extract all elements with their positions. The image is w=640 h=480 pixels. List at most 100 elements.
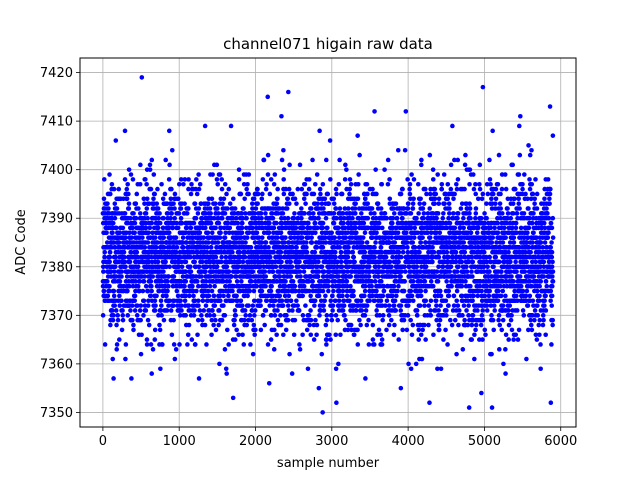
data-point — [454, 288, 460, 294]
data-point — [272, 172, 278, 177]
data-point — [201, 293, 206, 299]
data-point — [157, 211, 162, 216]
data-point — [166, 230, 172, 236]
data-point — [240, 220, 245, 226]
data-point — [108, 191, 113, 197]
data-point — [194, 191, 200, 197]
data-point — [285, 196, 291, 202]
data-point — [243, 240, 248, 245]
data-point — [234, 215, 239, 221]
data-point — [422, 279, 428, 284]
data-point — [148, 342, 154, 347]
data-point — [336, 298, 342, 304]
data-point — [266, 230, 272, 236]
data-point — [473, 322, 479, 328]
data-point — [184, 225, 190, 231]
data-point — [112, 269, 117, 274]
data-point — [252, 332, 257, 338]
data-point — [178, 206, 184, 211]
data-point — [195, 279, 200, 284]
data-point — [218, 225, 224, 231]
data-point — [465, 322, 471, 328]
data-point — [188, 225, 194, 231]
data-point — [467, 201, 472, 206]
data-point — [268, 337, 274, 342]
data-point — [304, 249, 310, 255]
data-point — [472, 332, 477, 338]
data-point — [110, 317, 116, 323]
data-point — [226, 186, 232, 192]
data-point — [124, 196, 130, 202]
data-point — [133, 215, 139, 221]
data-point — [263, 308, 269, 313]
data-point — [354, 230, 359, 236]
data-point — [386, 313, 392, 318]
data-point — [161, 215, 166, 221]
data-point — [281, 167, 287, 172]
data-point — [272, 298, 278, 304]
data-point — [137, 288, 142, 294]
data-point — [165, 279, 170, 284]
data-point — [449, 283, 454, 289]
data-point — [236, 332, 241, 338]
data-point — [268, 288, 274, 294]
data-point — [235, 298, 240, 304]
data-point — [281, 147, 286, 153]
data-point — [275, 317, 281, 323]
data-point — [254, 230, 260, 236]
data-point — [169, 147, 175, 153]
data-point — [444, 313, 449, 318]
data-point — [274, 332, 279, 338]
data-point — [355, 133, 360, 138]
data-point — [269, 283, 274, 289]
data-point — [448, 186, 454, 192]
data-point — [144, 337, 150, 342]
data-point — [434, 215, 439, 221]
data-point — [407, 186, 412, 192]
data-point — [219, 177, 225, 182]
data-point — [149, 157, 155, 163]
data-point — [250, 351, 256, 357]
data-point — [297, 347, 303, 352]
data-point — [306, 313, 312, 318]
data-point — [321, 303, 326, 308]
data-point — [456, 264, 461, 270]
data-point — [332, 249, 338, 255]
data-point — [407, 181, 413, 187]
data-point — [209, 288, 215, 294]
data-point — [362, 249, 368, 255]
data-point — [112, 245, 118, 250]
data-point — [247, 313, 253, 318]
data-point — [358, 322, 363, 328]
data-point — [464, 269, 470, 274]
data-point — [478, 215, 484, 221]
data-point — [145, 215, 150, 221]
data-point — [182, 298, 188, 304]
data-point — [447, 220, 453, 226]
data-point — [347, 191, 352, 197]
data-point — [416, 211, 421, 216]
data-point — [117, 279, 123, 284]
data-point — [314, 245, 320, 250]
data-point — [119, 327, 125, 333]
data-point — [192, 308, 197, 313]
data-point — [396, 337, 402, 342]
data-point — [260, 191, 265, 197]
data-point — [167, 162, 172, 168]
data-point — [444, 308, 449, 313]
data-point — [274, 220, 279, 226]
data-point — [141, 313, 146, 318]
data-point — [126, 206, 132, 211]
data-point — [357, 317, 362, 323]
data-point — [205, 245, 210, 250]
data-point — [141, 196, 147, 202]
data-point — [137, 211, 143, 216]
data-point — [160, 342, 165, 347]
data-point — [418, 293, 424, 299]
data-point — [411, 235, 417, 240]
data-point — [428, 279, 434, 284]
data-point — [143, 211, 149, 216]
data-point — [409, 332, 415, 338]
data-point — [341, 303, 347, 308]
data-point — [343, 317, 348, 323]
